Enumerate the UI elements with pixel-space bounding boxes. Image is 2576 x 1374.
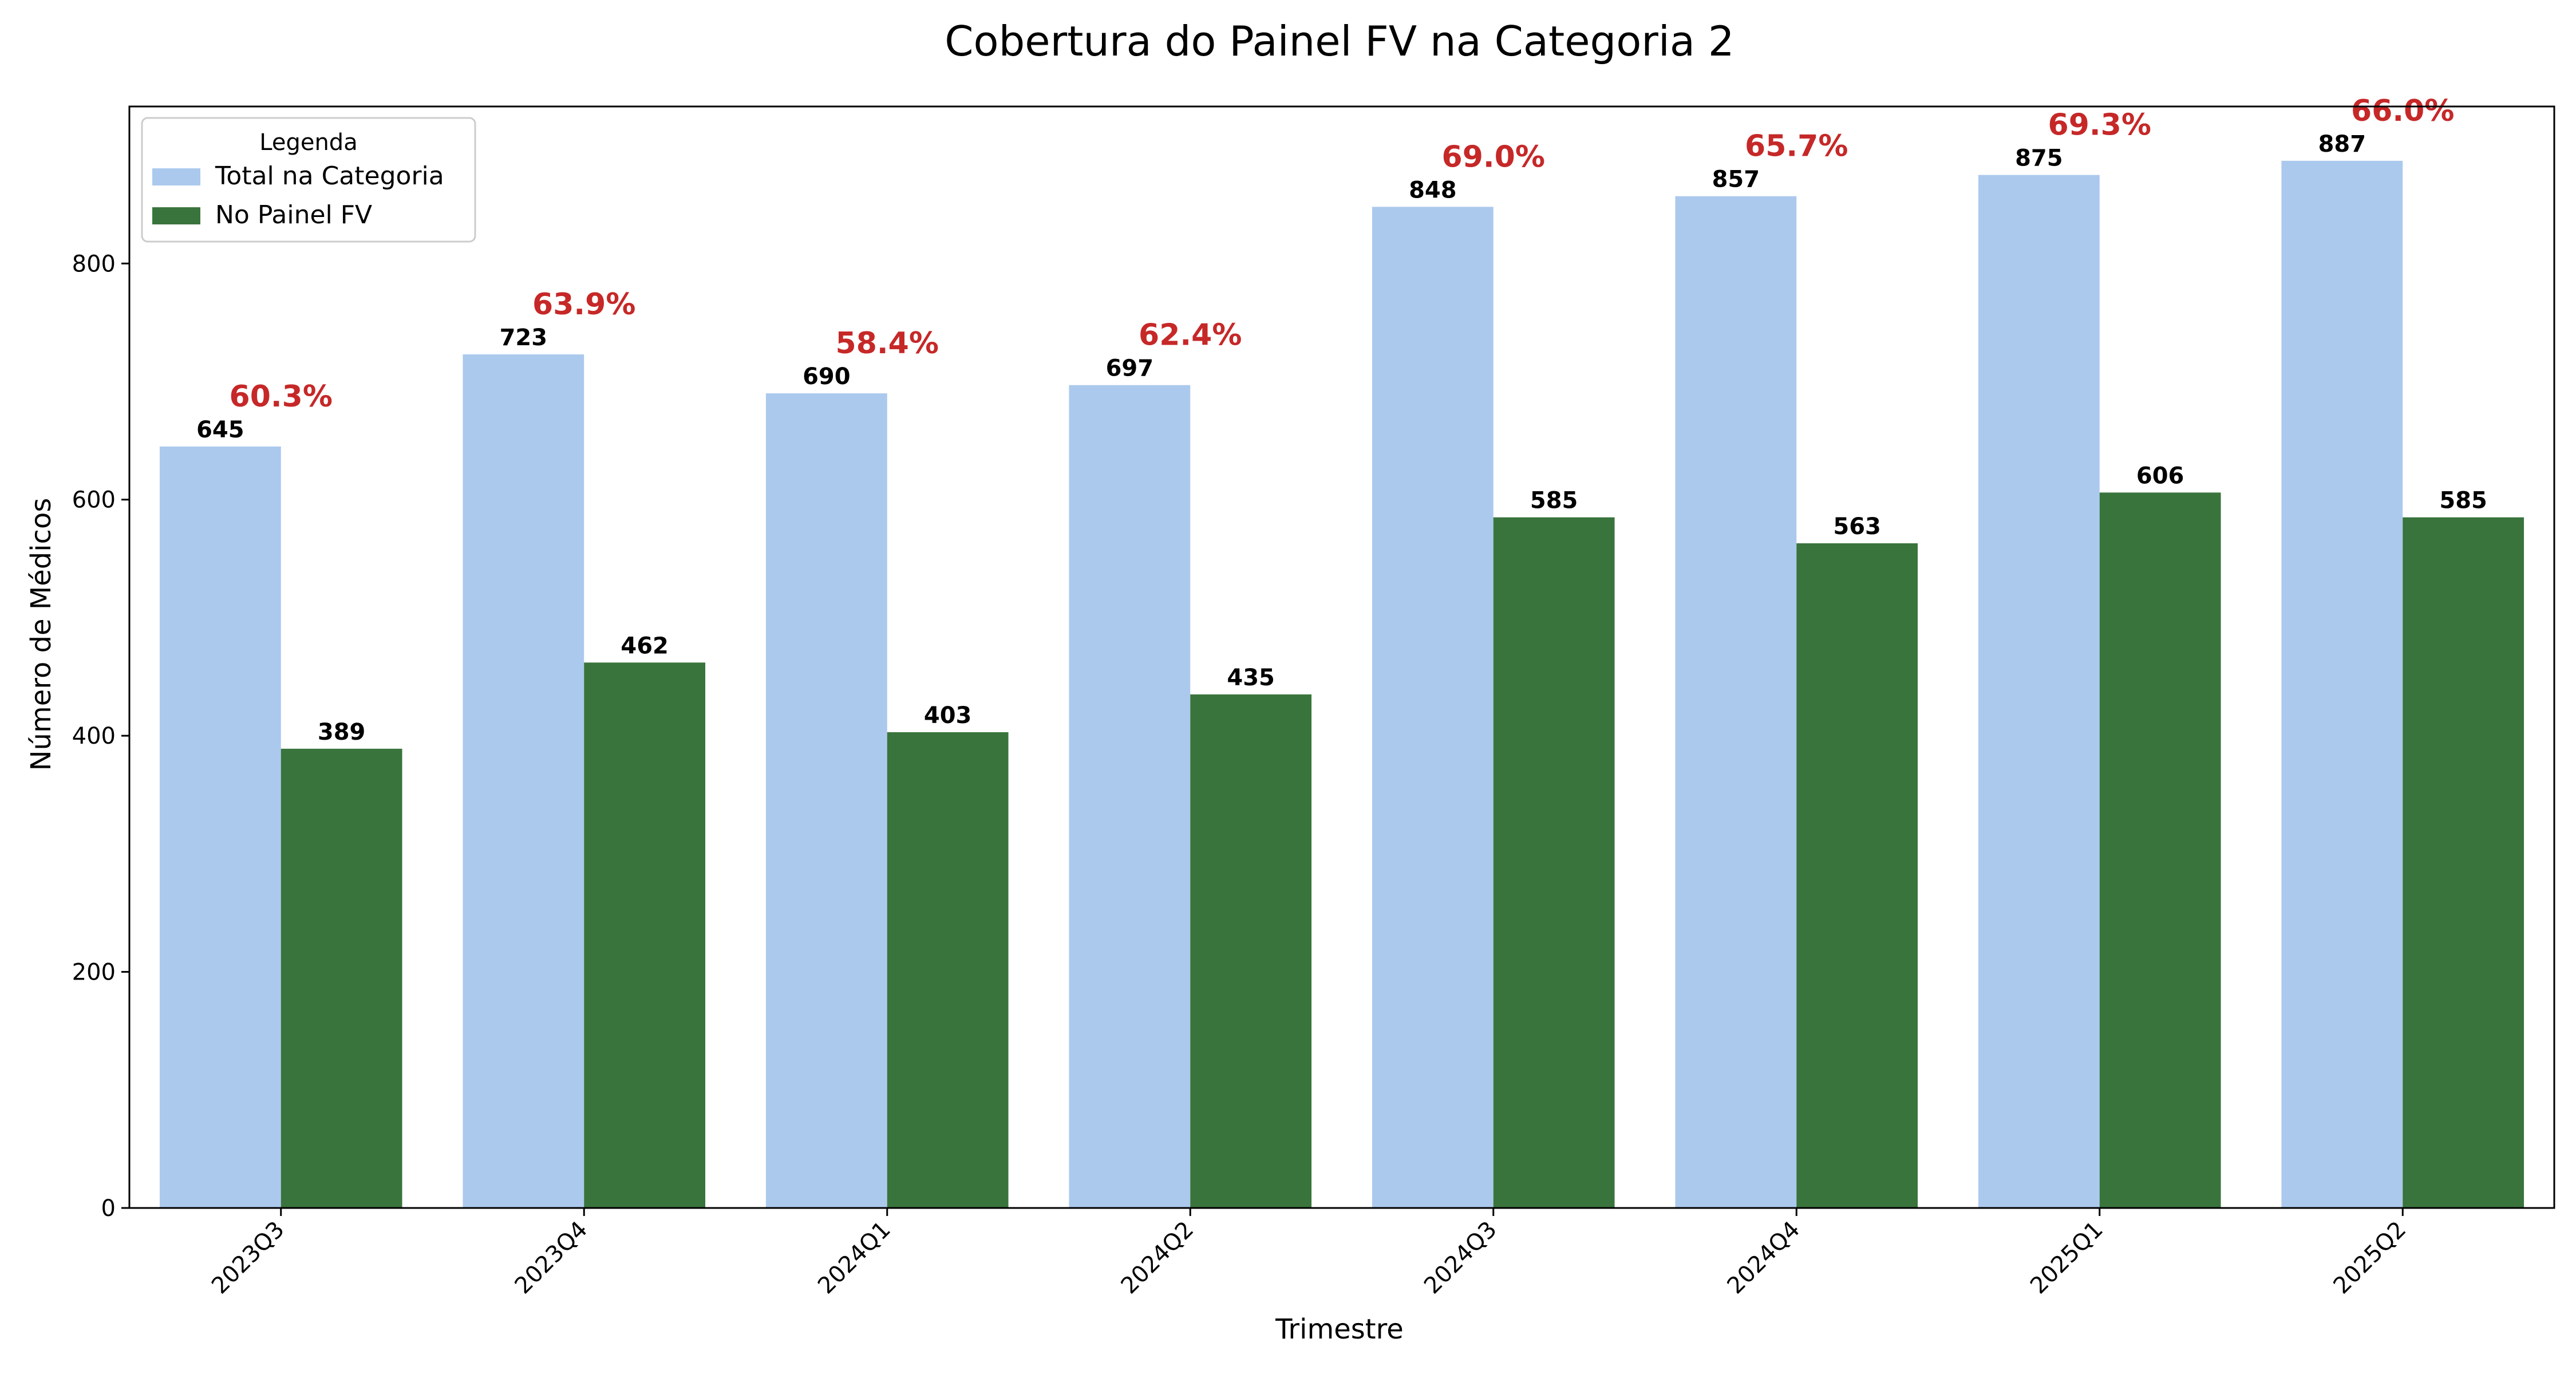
x-tick-label: 2024Q4	[1722, 1217, 1805, 1300]
x-tick-label: 2025Q1	[2025, 1217, 2108, 1300]
legend: Legenda Total na Categoria No Painel FV	[141, 117, 476, 243]
bar-total	[2281, 160, 2403, 1208]
bars-layer	[159, 160, 2524, 1209]
coverage-percent-label: 65.7%	[1745, 129, 1848, 164]
bar-total	[1675, 196, 1797, 1208]
legend-entry-label: Total na Categoria	[215, 161, 444, 191]
bar-value-label: 875	[2015, 145, 2063, 172]
bar-value-label: 606	[2136, 463, 2184, 489]
bar-total	[1372, 207, 1494, 1208]
y-tick-label: 600	[72, 487, 116, 514]
plot-frame	[128, 105, 2555, 1209]
bar-painel	[1493, 517, 1615, 1208]
bar-painel	[280, 748, 402, 1208]
x-tick-label: 2024Q3	[1419, 1217, 1502, 1300]
x-axis-title: Trimestre	[1275, 1313, 1404, 1345]
bar-painel	[584, 662, 706, 1208]
chart-title: Cobertura do Painel FV na Categoria 2	[945, 17, 1734, 65]
x-tick-label: 2024Q2	[1116, 1217, 1199, 1300]
bar-value-label: 403	[924, 702, 972, 729]
y-tick-label: 800	[72, 251, 116, 277]
coverage-percent-label: 63.9%	[532, 287, 635, 322]
bar-value-label: 563	[1833, 514, 1881, 540]
bar-total	[159, 446, 281, 1208]
bar-value-label: 857	[1712, 167, 1760, 193]
data-labels-layer: 645 389 60.3% 723 462 63.9% 690 403 58.4% 697 435 6…	[196, 94, 2487, 745]
bar-painel	[887, 732, 1009, 1208]
coverage-percent-label: 60.3%	[230, 380, 333, 414]
bar-painel	[1796, 543, 1918, 1208]
coverage-percent-label: 69.3%	[2048, 108, 2151, 143]
x-tick-label: 2025Q2	[2329, 1217, 2412, 1300]
bar-value-label: 645	[196, 417, 244, 443]
bar-total	[765, 393, 887, 1208]
bar-value-label: 887	[2318, 131, 2366, 157]
x-tick-label: 2023Q4	[510, 1217, 593, 1300]
y-axis-title: Número de Médicos	[25, 498, 57, 771]
legend-swatch	[152, 207, 200, 224]
bar-value-label: 585	[2439, 488, 2487, 514]
legend-box	[141, 117, 476, 243]
bar-value-label: 389	[318, 719, 366, 745]
legend-title: Legenda	[259, 129, 357, 156]
bar-value-label: 848	[1409, 177, 1457, 203]
coverage-percent-label: 66.0%	[2351, 94, 2454, 128]
bar-value-label: 435	[1227, 665, 1275, 691]
bar-painel	[2403, 517, 2524, 1208]
bar-value-label: 690	[803, 364, 851, 390]
legend-swatch	[152, 168, 200, 185]
bar-value-label: 723	[500, 325, 548, 351]
coverage-percent-label: 58.4%	[836, 326, 939, 361]
bar-painel	[1190, 694, 1312, 1208]
y-tick-label: 0	[101, 1195, 116, 1222]
legend-entry-label: No Painel FV	[215, 200, 372, 230]
bar-value-label: 462	[621, 633, 669, 659]
bar-total	[1069, 385, 1191, 1209]
y-tick-label: 200	[72, 960, 116, 986]
y-tick-label: 400	[72, 723, 116, 749]
x-tick-label: 2023Q3	[207, 1217, 290, 1300]
bar-total	[463, 354, 584, 1208]
coverage-percent-label: 69.0%	[1442, 140, 1545, 174]
coverage-percent-label: 62.4%	[1139, 318, 1242, 353]
x-tick-label: 2024Q1	[813, 1217, 896, 1300]
bar-value-label: 585	[1530, 488, 1578, 514]
bar-total	[1978, 175, 2100, 1208]
bar-painel	[2099, 492, 2221, 1208]
bar-value-label: 697	[1106, 356, 1154, 382]
